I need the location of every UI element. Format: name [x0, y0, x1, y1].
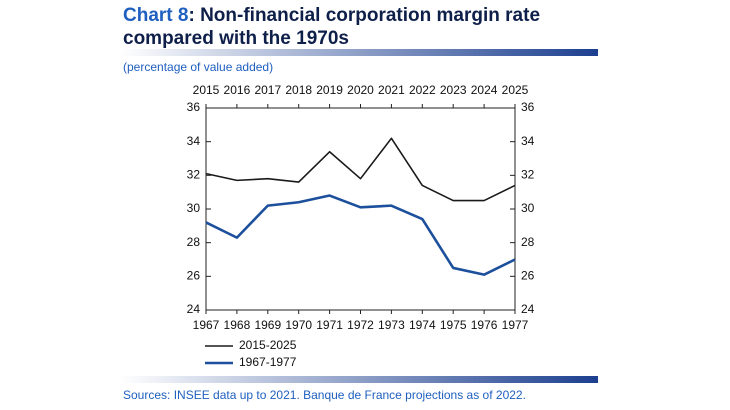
- x2-tick-label: 2017: [254, 83, 281, 97]
- y2-tick-label: 32: [521, 168, 535, 182]
- y-tick-label: 30: [187, 201, 201, 215]
- y2-tick-label: 26: [521, 269, 535, 283]
- x2-tick-label: 2025: [502, 83, 529, 97]
- y-tick-label: 26: [187, 269, 201, 283]
- x2-tick-label: 2016: [224, 83, 251, 97]
- y-tick-label: 24: [187, 302, 201, 316]
- x2-tick-label: 2020: [347, 83, 374, 97]
- series-line: [205, 194, 516, 276]
- x-tick-label: 1977: [502, 318, 529, 332]
- legend-label: 1967-1977: [239, 355, 297, 369]
- title-rule: [120, 49, 598, 56]
- y2-tick-label: 30: [521, 201, 535, 215]
- source: Sources: INSEE data up to 2021. Banque d…: [123, 388, 526, 402]
- x-tick-label: 1974: [409, 318, 436, 332]
- x-tick-label: 1973: [378, 318, 405, 332]
- y-tick-label: 28: [187, 235, 201, 249]
- subtitle: (percentage of value added): [123, 60, 273, 74]
- x2-tick-label: 2024: [471, 83, 498, 97]
- y-tick-label: 36: [187, 100, 201, 114]
- x-tick-label: 1975: [440, 318, 467, 332]
- x2-tick-label: 2021: [378, 83, 405, 97]
- legend-label: 2015-2025: [239, 338, 297, 352]
- x2-tick-label: 2015: [193, 83, 220, 97]
- x-tick-label: 1972: [347, 318, 374, 332]
- plot-frame: [205, 107, 516, 311]
- x-tick-label: 1969: [254, 318, 281, 332]
- title-text: : Non-financial corporation margin rate …: [123, 5, 541, 49]
- y2-tick-label: 36: [521, 100, 535, 114]
- x-tick-label: 1976: [471, 318, 498, 332]
- title-prefix: Chart 8: [123, 5, 189, 26]
- x-tick-label: 1968: [224, 318, 251, 332]
- x2-tick-label: 2022: [409, 83, 436, 97]
- chart-title: Chart 8: Non-financial corporation margi…: [123, 4, 593, 50]
- x-tick-label: 1967: [193, 318, 220, 332]
- y-tick-label: 34: [187, 134, 201, 148]
- series-line: [205, 137, 516, 202]
- y2-tick-label: 34: [521, 134, 535, 148]
- x2-tick-label: 2018: [285, 83, 312, 97]
- x2-tick-label: 2023: [440, 83, 467, 97]
- x-tick-label: 1970: [285, 318, 312, 332]
- y-tick-label: 32: [187, 168, 201, 182]
- x-tick-label: 1971: [316, 318, 343, 332]
- y2-tick-label: 28: [521, 235, 535, 249]
- x2-tick-label: 2019: [316, 83, 343, 97]
- y2-tick-label: 24: [521, 302, 535, 316]
- source-rule: [120, 376, 598, 383]
